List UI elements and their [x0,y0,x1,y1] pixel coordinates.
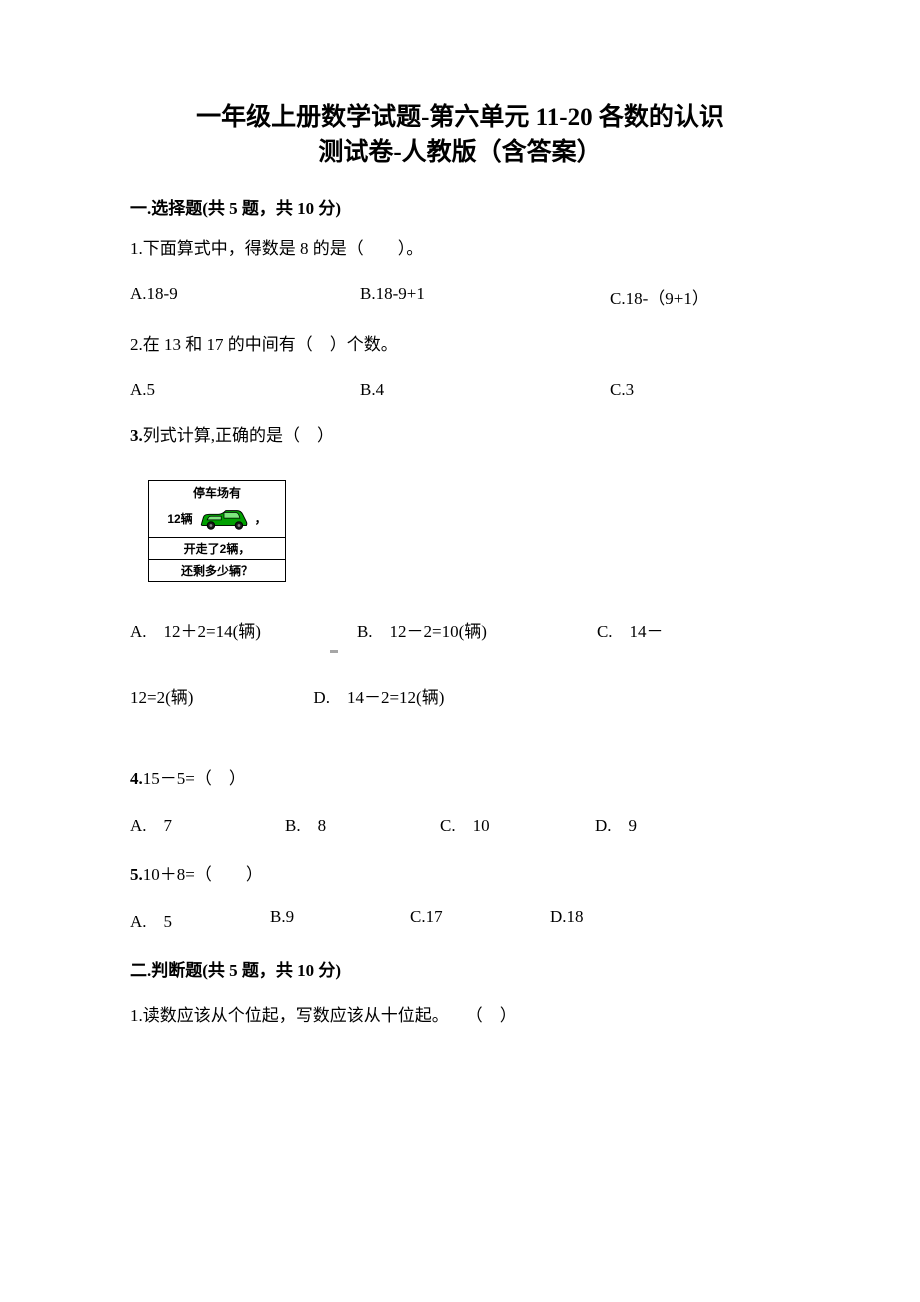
q2-option-c: C.3 [610,380,634,400]
section1-header: 一.选择题(共 5 题，共 10 分) [130,194,790,219]
q4-option-d: D. 9 [595,811,750,836]
section2-header: 二.判断题(共 5 题，共 10 分) [130,956,790,981]
q3-option-a: A. 12＋2=14(辆) [130,622,261,641]
q5-options: A. 5 B.9 C.17 D.18 [130,907,790,932]
q5-prefix: 5. [130,865,143,884]
page-title-line1: 一年级上册数学试题-第六单元 11-20 各数的认识 [130,100,790,135]
q3-body: 列式计算,正确的是（ ） [143,426,334,445]
q5-text: 5.10＋8=（ ） [130,860,790,885]
q3-box-top: 停车场有 [149,481,285,503]
q3-option-b: B. 12－2=10(辆) [357,622,487,641]
q1-text: 1.下面算式中，得数是 8 的是（ ）。 [130,235,790,262]
q4-options: A. 7 B. 8 C. 10 D. 9 [130,811,790,836]
q3-options-line1: A. 12＋2=14(辆) B. 12－2=10(辆) C. 14－ [130,617,790,648]
q3-image: 停车场有 12辆 ， 开走了2辆， 还剩多少辆？ [148,480,790,582]
q1-option-a: A.18-9 [130,284,360,309]
q3-box: 停车场有 12辆 ， 开走了2辆， 还剩多少辆？ [148,480,286,582]
q5-option-b: B.9 [270,907,410,932]
q3-option-d: D. 14－2=12(辆) [313,688,444,707]
q5-option-d: D.18 [550,907,690,932]
section2-q1: 1.读数应该从个位起，写数应该从十位起。 （ ） [130,1001,790,1032]
q3-comma: ， [255,510,267,527]
q3-text: 3.列式计算,正确的是（ ） [130,422,790,449]
q5-body: 10＋8=（ ） [143,865,263,884]
q1-option-c: C.18-（9+1） [610,284,709,309]
q3-options-line2: 12=2(辆) D. 14－2=12(辆) [130,683,790,714]
q4-text: 4.15－5=（ ） [130,764,790,789]
q4-option-b: B. 8 [285,811,440,836]
q5-option-a: A. 5 [130,907,270,932]
q2-option-a: A.5 [130,380,360,400]
page-title-line2: 测试卷-人教版（含答案） [130,135,790,170]
q5-option-c: C.17 [410,907,550,932]
q3-option-c: C. 14－ [597,622,664,641]
q3-car-count: 12辆 [167,510,192,527]
q2-text: 2.在 13 和 17 的中间有（ ）个数。 [130,331,790,358]
q2-options: A.5 B.4 C.3 [130,380,790,400]
q1-options: A.18-9 B.18-9+1 C.18-（9+1） [130,284,790,309]
center-mark [330,650,338,653]
q3-option-c-cont: 12=2(辆) [130,688,193,707]
q4-body: 15－5=（ ） [143,769,246,788]
q4-option-a: A. 7 [130,811,285,836]
q4-option-c: C. 10 [440,811,595,836]
car-icon [195,505,253,533]
q2-option-b: B.4 [360,380,610,400]
q3-car-row: 12辆 ， [149,503,285,537]
q3-prefix: 3. [130,426,143,445]
q3-box-mid: 开走了2辆， [149,537,285,559]
q3-box-bot: 还剩多少辆？ [149,559,285,581]
q4-prefix: 4. [130,769,143,788]
q1-option-b: B.18-9+1 [360,284,610,309]
